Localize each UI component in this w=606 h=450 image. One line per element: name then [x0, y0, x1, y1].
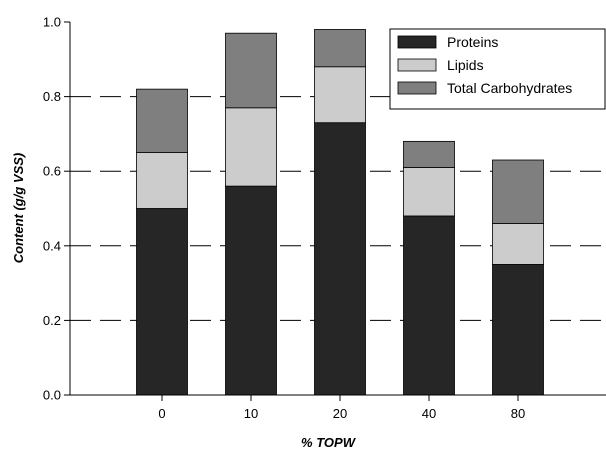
y-tick-label: 0.4: [43, 238, 61, 253]
y-tick-label: 0.2: [43, 313, 61, 328]
y-tick-label: 0.8: [43, 89, 61, 104]
y-tick-label: 0.0: [43, 388, 61, 403]
bar-proteins-10: [225, 185, 277, 396]
bar-lipids-0: [136, 152, 188, 209]
bar-total-carbohydrates-40: [403, 140, 455, 168]
y-tick-label: 0.6: [43, 164, 61, 179]
legend-label: Proteins: [447, 34, 498, 50]
bar-total-carbohydrates-80: [492, 159, 544, 224]
bar-lipids-20: [314, 66, 366, 124]
bar-proteins-40: [403, 215, 455, 396]
y-tick-label: 1.0: [43, 15, 61, 30]
y-axis-title: Content (g/g VSS): [11, 153, 26, 264]
legend-label: Total Carbohydrates: [447, 80, 572, 96]
axes: [69, 22, 606, 396]
x-tick-label: 0: [158, 406, 165, 421]
bar-lipids-80: [492, 223, 544, 265]
bar-total-carbohydrates-0: [136, 88, 188, 153]
legend-swatch: [397, 35, 437, 49]
legend-swatch: [397, 58, 437, 72]
bar-lipids-10: [225, 107, 277, 187]
x-tick-label: 20: [333, 406, 347, 421]
y-ticks: 0.0 0.2 0.4 0.6 0.8 1.0: [43, 15, 70, 403]
bars: [136, 29, 544, 396]
x-ticks: 0 10 20 40 80: [158, 395, 525, 421]
x-axis-title: % TOPW: [301, 435, 357, 450]
x-tick-label: 40: [422, 406, 436, 421]
legend: Proteins Lipids Total Carbohydrates: [389, 28, 606, 110]
bar-proteins-0: [136, 208, 188, 396]
bar-proteins-20: [314, 122, 366, 396]
legend-swatch: [397, 81, 437, 95]
x-tick-label: 80: [511, 406, 525, 421]
legend-label: Lipids: [447, 57, 484, 73]
bar-proteins-80: [492, 264, 544, 396]
bar-total-carbohydrates-10: [225, 32, 277, 109]
bar-total-carbohydrates-20: [314, 29, 366, 68]
x-tick-label: 10: [244, 406, 258, 421]
bar-lipids-40: [403, 167, 455, 217]
